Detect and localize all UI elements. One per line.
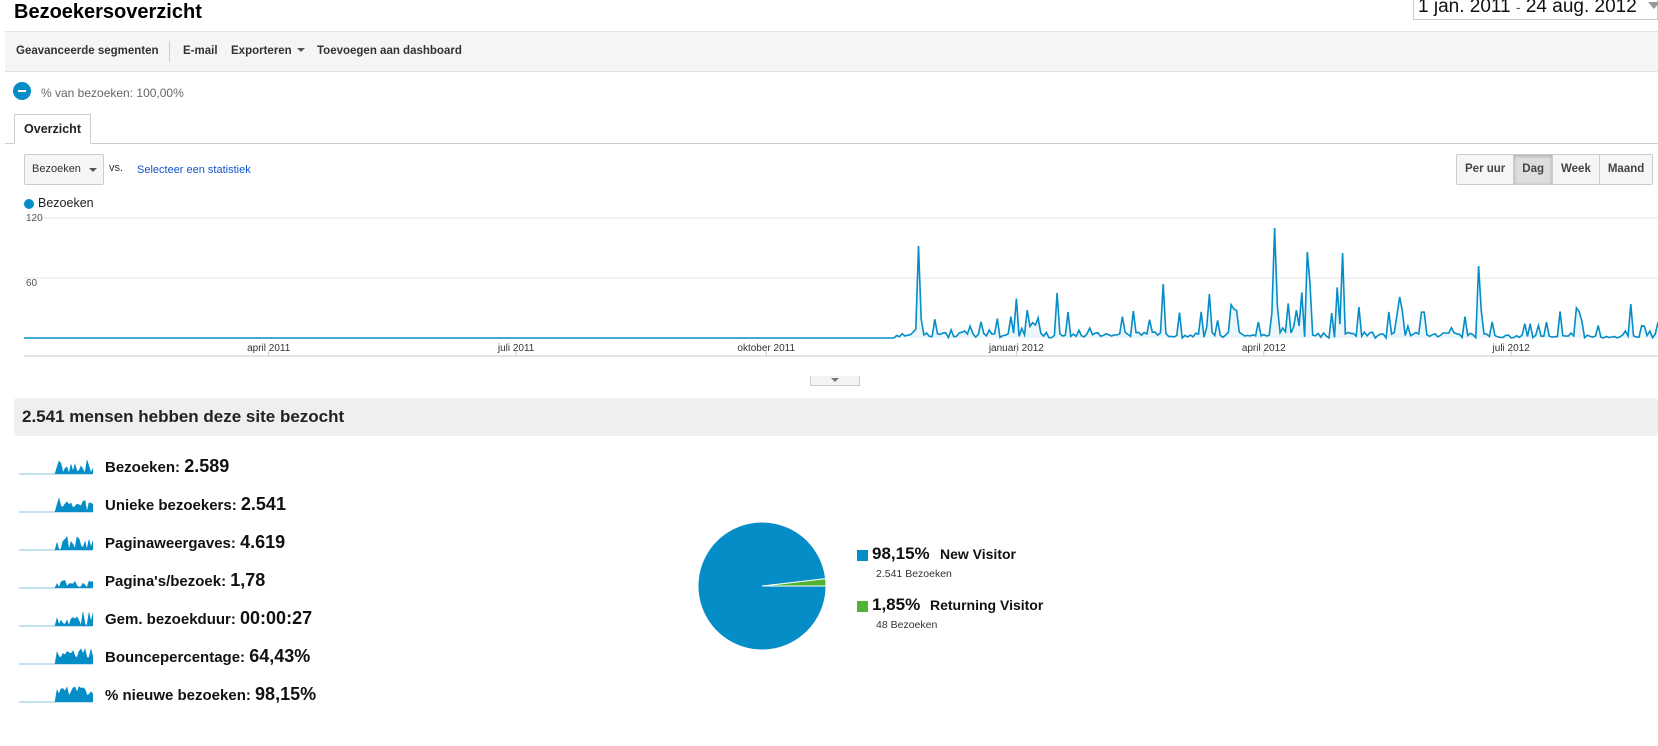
metric-label: Gem. bezoekduur: — [105, 611, 236, 628]
metric-text: Paginaweergaves: 4.619 — [105, 532, 285, 553]
series-area — [24, 228, 1658, 338]
x-tick-label: juli 2011 — [497, 343, 535, 354]
metric-label: Unieke bezoekers: — [105, 497, 237, 514]
x-tick-label: april 2011 — [247, 343, 291, 354]
metric-value: 2.589 — [184, 456, 230, 476]
legend-label: Bezoeken — [38, 196, 94, 210]
x-tick-label: april 2012 — [1242, 343, 1286, 354]
metric-text: % nieuwe bezoeken: 98,15% — [105, 684, 316, 705]
metric-text: Bezoeken: 2.589 — [105, 456, 229, 477]
granularity-day-button[interactable]: Dag — [1514, 155, 1553, 184]
sparkline-icon — [19, 497, 93, 513]
granularity-hour-button[interactable]: Per uur — [1457, 155, 1515, 184]
new-visitor-percent: 98,15% — [872, 544, 930, 563]
granularity-toggle: Per uur Dag Week Maand — [1456, 154, 1654, 185]
new-visitor-swatch-icon — [857, 550, 868, 561]
toolbar-divider — [169, 41, 170, 62]
advanced-segments-button[interactable]: Geavanceerde segmenten — [16, 45, 159, 57]
metric-label: % nieuwe bezoeken: — [105, 687, 251, 704]
metric-label: Pagina's/bezoek: — [105, 573, 227, 590]
date-range-picker[interactable]: 1 jan. 2011 - 24 aug. 2012 — [1413, 0, 1658, 20]
tab-divider — [5, 143, 1658, 144]
returning-visitor-swatch-icon — [857, 601, 868, 612]
metric-value: 64,43% — [249, 646, 311, 666]
metric-label: Paginaweergaves: — [105, 535, 236, 552]
sparkline-icon — [19, 535, 93, 551]
pie-legend-returning: 1,85% Returning Visitor 48 Bezoeken — [857, 595, 1097, 638]
vs-label: vs. — [109, 162, 124, 174]
date-separator: - — [1515, 0, 1521, 15]
chevron-down-icon — [296, 48, 305, 52]
visitor-type-pie-chart[interactable] — [697, 521, 827, 651]
summary-title: 2.541 mensen hebben deze site bezocht — [22, 407, 345, 426]
select-metric-link[interactable]: Selecteer een statistiek — [137, 164, 251, 176]
returning-visitor-label: Returning Visitor — [930, 597, 1044, 613]
sparkline-icon — [19, 460, 93, 475]
sparkline-icon — [19, 648, 93, 665]
metric-select-label: Bezoeken — [32, 163, 81, 175]
new-visitor-label: New Visitor — [940, 546, 1016, 562]
chevron-down-icon — [89, 168, 97, 172]
toolbar: Geavanceerde segmenten E-mail Exporteren… — [5, 31, 1658, 72]
metric-value: 1,78 — [230, 570, 266, 590]
metric-value: 00:00:27 — [240, 608, 313, 628]
new-visitor-count: 2.541 Bezoeken — [876, 568, 952, 580]
metric-label: Bezoeken: — [105, 459, 181, 476]
export-label: Exporteren — [231, 45, 292, 57]
chart-resize-handle[interactable] — [810, 376, 860, 386]
x-tick-label: juli 2012 — [1492, 343, 1531, 354]
granularity-week-button[interactable]: Week — [1553, 155, 1600, 184]
export-button[interactable]: Exporteren — [231, 45, 305, 57]
pie-legend-new: 98,15% New Visitor 2.541 Bezoeken — [857, 544, 1077, 587]
metric-value: 98,15% — [255, 684, 317, 704]
metric-label: Bouncepercentage: — [105, 649, 246, 666]
pie-slice-new-visitor — [697, 521, 827, 651]
x-tick-label: januari 2012 — [988, 343, 1044, 354]
summary-banner — [14, 398, 1658, 436]
x-tick-label: oktober 2011 — [737, 343, 795, 354]
metric-text: Pagina's/bezoek: 1,78 — [105, 570, 265, 591]
metric-select[interactable]: Bezoeken — [24, 154, 104, 185]
email-button[interactable]: E-mail — [183, 45, 218, 57]
returning-visitor-count: 48 Bezoeken — [876, 619, 938, 631]
date-start: 1 jan. 2011 — [1418, 0, 1511, 17]
metric-value: 4.619 — [240, 532, 286, 552]
sparkline-icon — [19, 580, 93, 589]
y-tick-label: 120 — [26, 213, 43, 224]
series-line-bezoeken — [24, 227, 1658, 341]
y-tick-label: 60 — [26, 278, 38, 289]
chevron-down-icon — [1648, 2, 1658, 9]
page-title: Bezoekersoverzicht — [14, 1, 202, 23]
granularity-month-button[interactable]: Maand — [1599, 155, 1653, 184]
tab-overzicht[interactable]: Overzicht — [14, 114, 91, 144]
legend-dot-icon — [24, 199, 34, 209]
metric-text: Bouncepercentage: 64,43% — [105, 646, 310, 667]
sparkline-icon — [19, 686, 93, 703]
sparkline-icon — [19, 611, 93, 627]
metric-text: Unieke bezoekers: 2.541 — [105, 494, 286, 515]
metric-text: Gem. bezoekduur: 00:00:27 — [105, 608, 312, 629]
segment-pie-icon — [13, 82, 31, 100]
add-to-dashboard-button[interactable]: Toevoegen aan dashboard — [317, 45, 462, 57]
segment-label: % van bezoeken: 100,00% — [41, 86, 184, 100]
visits-line-chart[interactable]: 120 60 april 2011 juli 2011 oktober 2011 janu… — [24, 210, 1658, 375]
metric-value: 2.541 — [240, 494, 286, 514]
returning-visitor-percent: 1,85% — [872, 595, 921, 614]
date-end: 24 aug. 2012 — [1525, 0, 1637, 17]
